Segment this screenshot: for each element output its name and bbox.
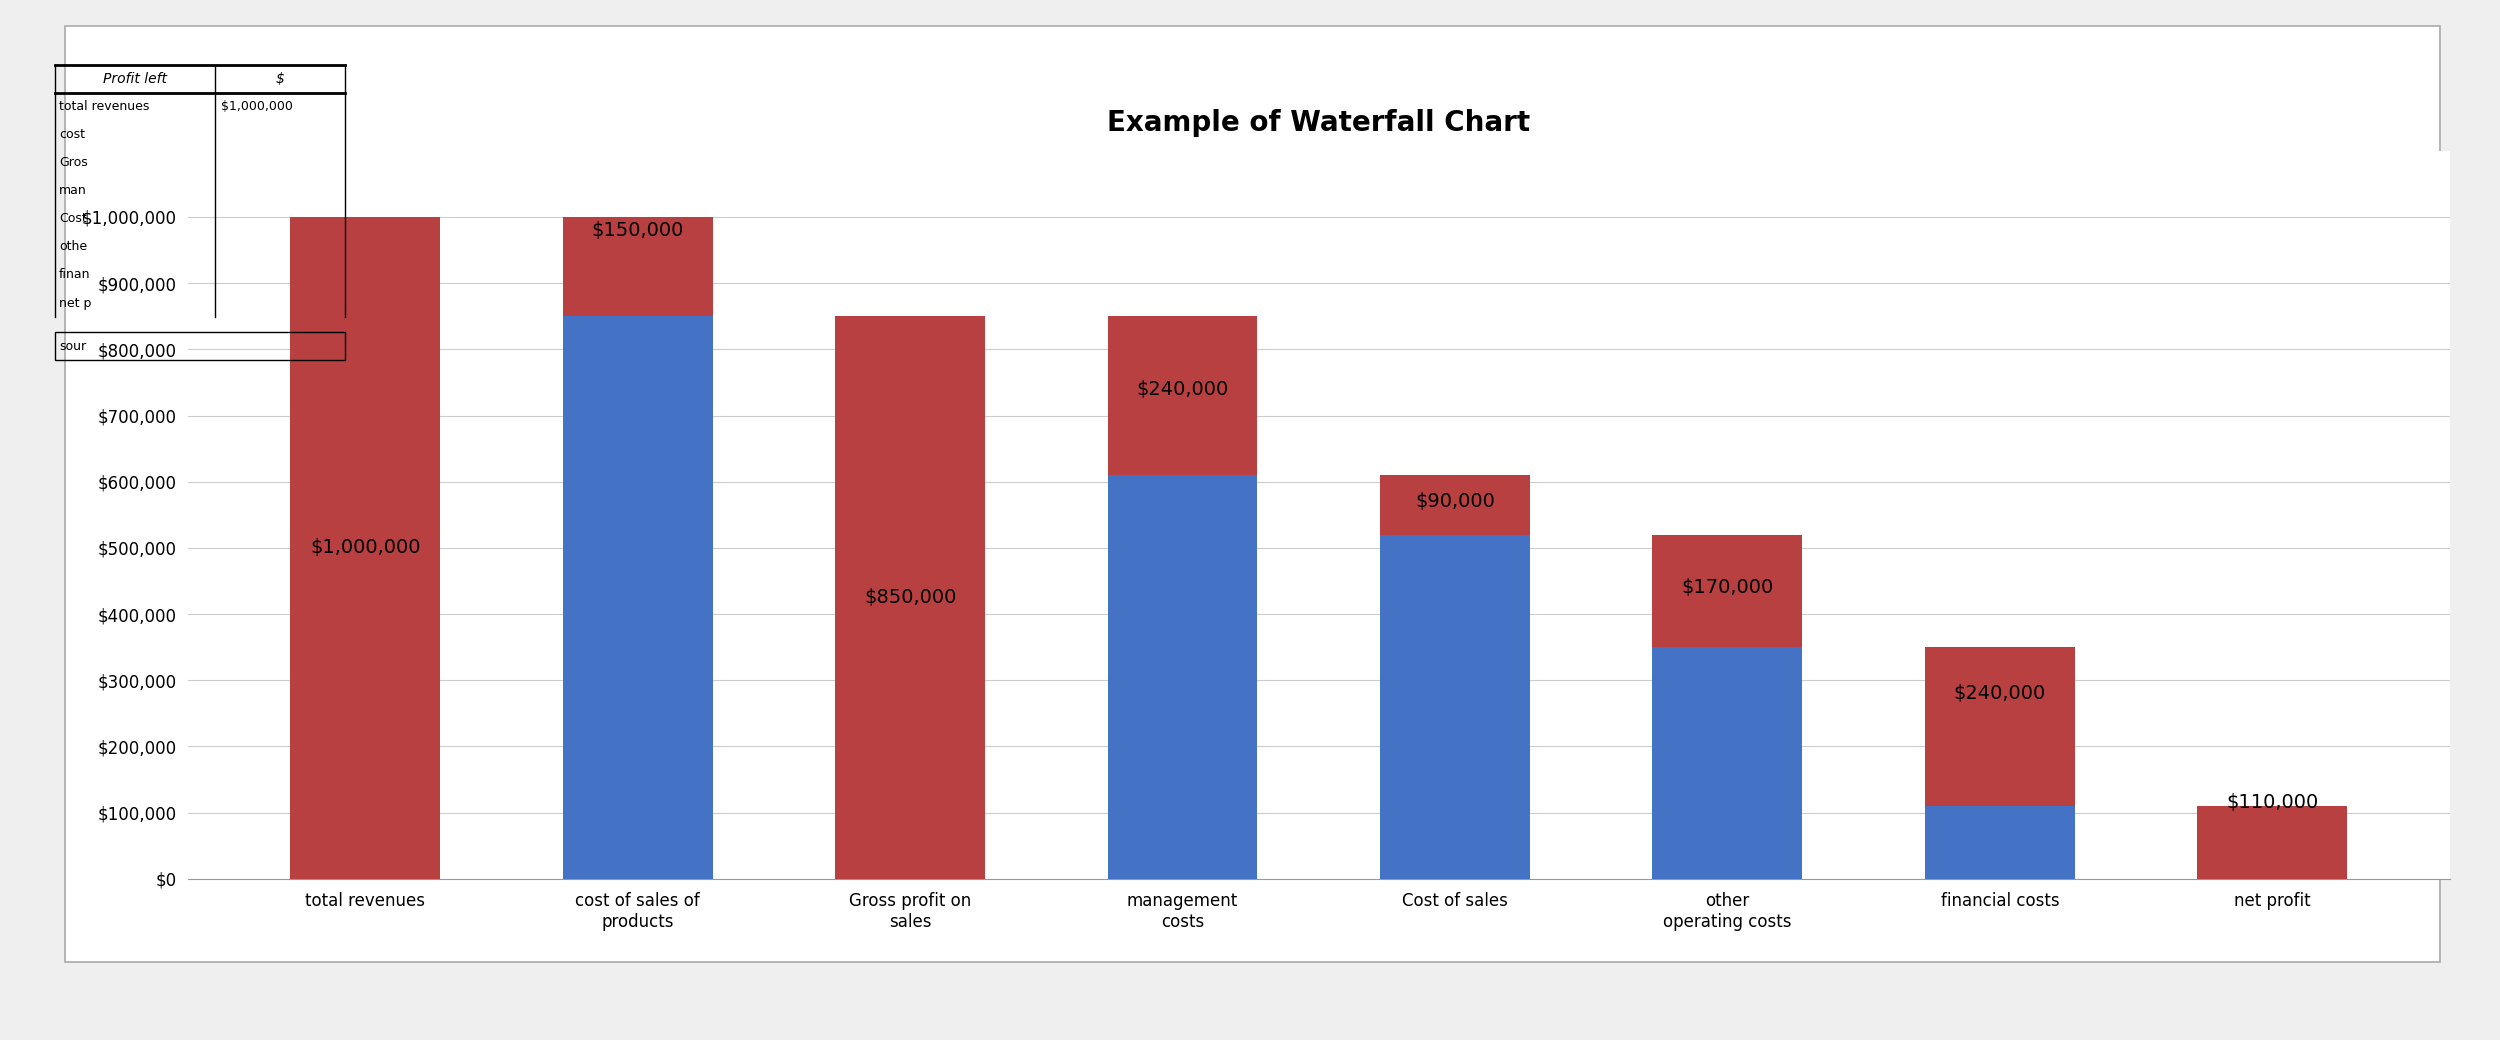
Text: $850,000: $850,000 [865,588,958,607]
Text: $150,000: $150,000 [592,220,685,239]
Text: $90,000: $90,000 [1415,492,1495,511]
Text: sour: sour [60,339,85,353]
Bar [2198,806,2348,879]
Bar [562,217,712,316]
Bar [835,316,985,879]
Text: Gros: Gros [60,156,88,170]
Text: man: man [60,184,88,198]
Text: $110,000: $110,000 [2225,794,2318,812]
Bar [1108,475,1258,879]
Bar [1925,647,2075,806]
Bar [55,332,345,360]
Text: $1,000,000: $1,000,000 [220,101,292,113]
Text: cost: cost [60,129,85,141]
Title: Example of Waterfall Chart: Example of Waterfall Chart [1108,109,1530,137]
Bar [562,316,712,879]
Bar [290,217,440,879]
Bar [1380,535,1530,879]
Text: $240,000: $240,000 [1952,684,2045,703]
Text: finan: finan [60,268,90,282]
Text: $: $ [275,72,285,86]
Text: $1,000,000: $1,000,000 [310,539,420,557]
Text: $170,000: $170,000 [1682,578,1772,597]
Text: $240,000: $240,000 [1138,380,1228,398]
Text: net p: net p [60,296,92,310]
Bar [1652,535,1802,647]
Text: total revenues: total revenues [60,101,150,113]
Text: othe: othe [60,240,88,254]
Bar [1380,475,1530,535]
Bar [1108,316,1258,475]
Text: Profit left: Profit left [102,72,168,86]
Bar [1652,647,1802,879]
Text: Cost: Cost [60,212,88,226]
Bar [1925,806,2075,879]
